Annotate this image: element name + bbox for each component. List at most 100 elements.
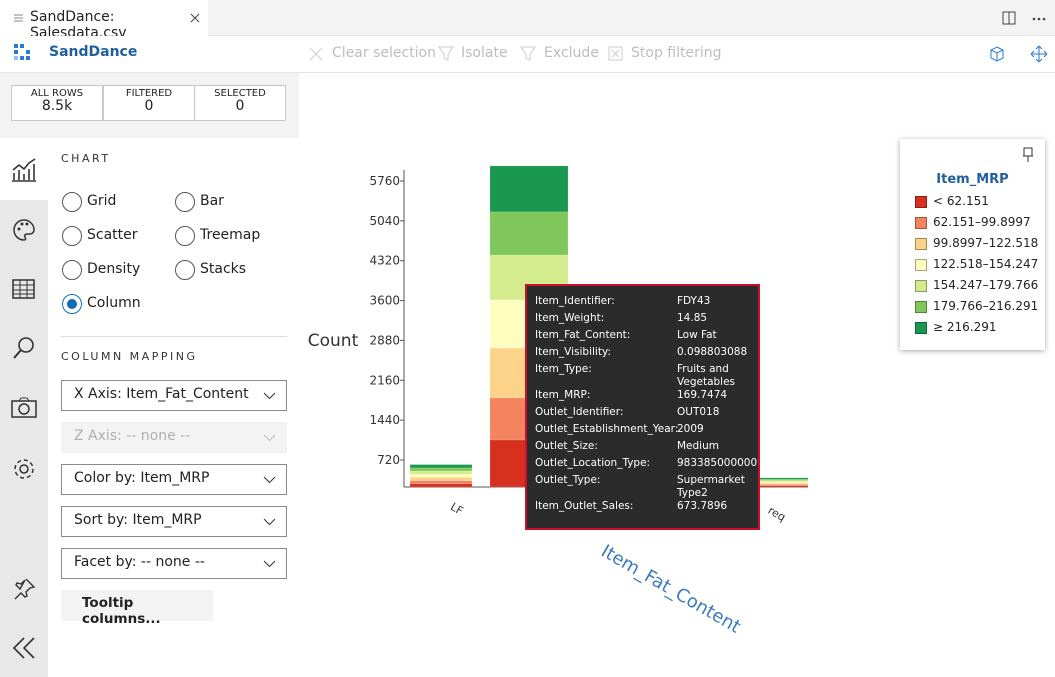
stop-filtering-button[interactable]: Stop filtering	[631, 45, 722, 61]
tooltip-key: Outlet_Size:	[535, 440, 598, 452]
chart-type-option[interactable]: Scatter	[62, 226, 138, 246]
legend-title: Item_MRP	[936, 172, 1009, 187]
tooltip-key: Item_Fat_Content:	[535, 329, 631, 341]
x-axis-title: Item_Fat_Content	[597, 541, 744, 638]
option-label: Density	[87, 261, 141, 277]
column-segment	[759, 477, 809, 480]
chevron	[263, 434, 276, 442]
mapping-dropdown[interactable]: X Axis: Item_Fat_Content	[61, 380, 287, 411]
radio-circle	[62, 294, 82, 314]
chevron	[263, 518, 276, 526]
snapshot-tab[interactable]	[11, 397, 37, 419]
mapping-dropdown[interactable]: Color by: Item_MRP	[61, 464, 287, 495]
dropdown-chevron	[263, 476, 276, 484]
tooltip-value: 983385000000	[677, 457, 758, 469]
legend-label: < 62.151	[933, 194, 989, 208]
tooltip-columns-button[interactable]: Tooltip columns...	[61, 590, 213, 627]
y-tick-label: 5760	[369, 174, 400, 188]
exclude-button[interactable]: Exclude	[544, 45, 599, 61]
y-tick-label: 720	[377, 453, 400, 467]
column-segment	[409, 480, 473, 484]
tooltip-value: Low Fat	[677, 329, 717, 341]
y-tick-label: 3600	[369, 294, 400, 308]
tooltip-row: Item_Outlet_Sales: 673.7896	[535, 500, 758, 517]
y-tick-label: 1440	[369, 413, 400, 427]
tooltip-key: Outlet_Identifier:	[535, 406, 624, 418]
clear-selection-button[interactable]: Clear selection	[332, 45, 436, 61]
exclude-icon	[520, 46, 536, 61]
tab[interactable]: SandDance: Salesdata.csv	[0, 0, 208, 41]
radio-circle	[175, 192, 195, 212]
collapse-button[interactable]	[12, 636, 38, 660]
pin-button[interactable]	[12, 577, 36, 601]
legend-label: 62.151–99.8997	[933, 215, 1031, 229]
column-segment	[489, 211, 569, 256]
tooltip-key: Outlet_Location_Type:	[535, 457, 651, 469]
column-segment	[409, 483, 473, 488]
legend-label: 154.247–179.766	[933, 278, 1039, 292]
column-mapping-heading: COLUMN MAPPING	[61, 350, 198, 363]
tooltip-key: Item_Visibility:	[535, 346, 611, 358]
tooltip-key: Outlet_Type:	[535, 474, 601, 486]
logo	[14, 44, 30, 60]
chevron	[263, 560, 276, 568]
tooltip-value: Fruits and Vegetables	[677, 363, 736, 388]
tooltip-row: Item_MRP: 169.7474	[535, 389, 758, 406]
chevron	[263, 476, 276, 484]
legend-label: 179.766–216.291	[933, 299, 1039, 313]
isolate-icon	[438, 46, 454, 61]
column-segment	[409, 477, 473, 481]
dropdown-label: Sort by: Item_MRP	[74, 512, 202, 528]
stat-value: 8.5k	[41, 98, 73, 114]
fit-button[interactable]	[1030, 45, 1048, 63]
radio-circle	[62, 226, 82, 246]
tooltip-key: Item_Weight:	[535, 312, 605, 324]
legend-swatch	[915, 217, 927, 229]
3d-view-button[interactable]	[989, 46, 1005, 62]
chart-type-option[interactable]: Stacks	[175, 260, 246, 280]
more-actions[interactable]	[1032, 17, 1046, 21]
tab-icon	[14, 14, 23, 22]
split-editor[interactable]	[1002, 11, 1016, 25]
chart-type-option[interactable]: Grid	[62, 192, 116, 212]
mapping-dropdown[interactable]: Facet by: -- none --	[61, 548, 287, 579]
legend-swatch	[915, 259, 927, 271]
stat-all-rows: ALL ROWS 8.5k	[11, 85, 103, 121]
dropdown-chevron	[263, 560, 276, 568]
legend-swatch	[915, 280, 927, 292]
radio-circle	[62, 192, 82, 212]
color-tab[interactable]	[12, 218, 36, 242]
legend-pin[interactable]	[1021, 147, 1035, 163]
legend: Item_MRP < 62.151 62.151–99.8997 99.8997–1…	[900, 139, 1045, 350]
search-tab[interactable]	[12, 336, 36, 360]
mapping-dropdown: Z Axis: -- none --	[61, 422, 287, 453]
legend-swatch	[915, 322, 927, 334]
tooltip-key: Item_MRP:	[535, 389, 591, 401]
chart-type-option[interactable]: Density	[62, 260, 141, 280]
chart-tab[interactable]	[11, 156, 37, 182]
radio-circle	[175, 226, 195, 246]
chart-type-option[interactable]: Treemap	[175, 226, 260, 246]
data-tab[interactable]	[12, 278, 36, 300]
mapping-dropdown[interactable]: Sort by: Item_MRP	[61, 506, 287, 537]
isolate-button[interactable]: Isolate	[461, 45, 508, 61]
legend-swatch	[915, 301, 927, 313]
stat-selected: SELECTED 0	[194, 85, 286, 121]
chart-type-option[interactable]: Bar	[175, 192, 224, 212]
tooltip-value: 2009	[677, 423, 704, 435]
chevron	[263, 392, 276, 400]
settings-tab[interactable]	[12, 457, 36, 481]
tooltip-row: Outlet_Identifier: OUT018	[535, 406, 758, 423]
tab-bar: SandDance: Salesdata.csv	[0, 0, 1055, 41]
y-tick-label: 5040	[369, 214, 400, 228]
tooltip-key: Outlet_Establishment_Year:	[535, 423, 679, 435]
clear-icon	[309, 47, 323, 61]
radio-circle	[175, 260, 195, 280]
chart-type-option[interactable]: Column	[62, 294, 141, 314]
stat-value: 0	[144, 98, 154, 114]
tab-close[interactable]	[190, 13, 200, 23]
dropdown-chevron	[263, 434, 276, 442]
tooltip-row: Outlet_Type: Supermarket Type2	[535, 474, 758, 500]
tooltip-value: 673.7896	[677, 500, 728, 512]
legend-label: 122.518–154.247	[933, 257, 1039, 271]
